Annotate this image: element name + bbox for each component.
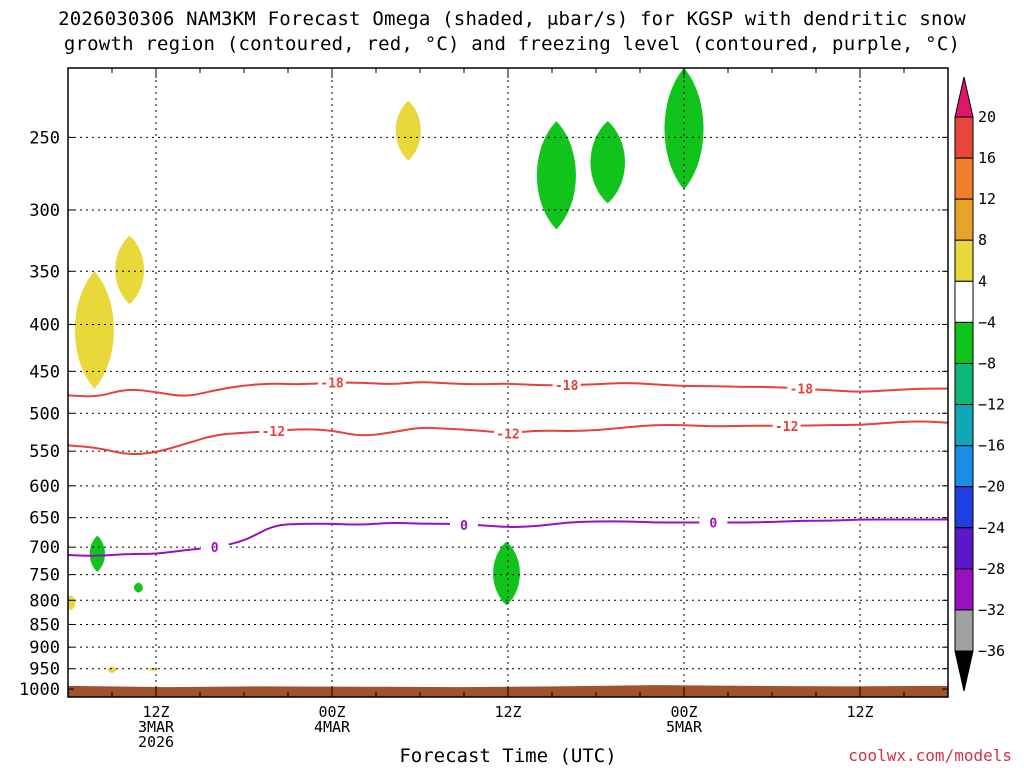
colorbar-swatch-3 — [954, 198, 974, 241]
colorbar-swatch-8 — [954, 404, 974, 447]
colorbar-label-13: −32 — [978, 601, 1005, 619]
colorbar-swatch-11 — [954, 527, 974, 570]
colorbar-swatch-2 — [954, 157, 974, 200]
y-tick-label-250: 250 — [29, 128, 60, 148]
grid-layer — [68, 68, 948, 697]
colorbar-label-11: −24 — [978, 519, 1005, 537]
colorbar-label-14: −36 — [978, 642, 1005, 660]
omega-region-11 — [590, 121, 625, 204]
colorbar-label-8: −12 — [978, 396, 1005, 414]
contour--18 — [68, 381, 948, 398]
y-tick-label-500: 500 — [29, 404, 60, 424]
y-tick-label-650: 650 — [29, 509, 60, 529]
omega-region-10 — [536, 121, 576, 230]
colorbar-label-1: 20 — [978, 108, 996, 126]
contour-label--18-2: -18 — [555, 379, 579, 394]
contour-label-0-2: 0 — [460, 519, 468, 534]
colorbar-swatch-13 — [954, 609, 974, 652]
contour-label--12-3: -12 — [775, 420, 798, 435]
colorbar: 20 16 12 8 4 −4 −8 −12 −16 −20 −24 −28 −32 −36 — [954, 76, 1005, 692]
contour-label-bg--12-2 — [494, 425, 522, 442]
colorbar-label-4: 8 — [978, 231, 987, 249]
omega-region-8 — [133, 582, 143, 593]
chart-title-line2: growth region (contoured, red, °C) and f… — [63, 33, 961, 55]
y-tick-label-450: 450 — [29, 362, 60, 382]
y-tick-label-900: 900 — [29, 638, 60, 658]
x-tick-label-12-3: 2026 — [138, 733, 174, 751]
x-tick-label-48-2: 5MAR — [666, 718, 703, 736]
contour-label-bg-0-2 — [450, 516, 478, 533]
omega-region-4 — [107, 666, 117, 673]
colorbar-swatch-12 — [954, 568, 974, 611]
contour-label-0-3: 0 — [709, 517, 717, 532]
y-tick-label-750: 750 — [29, 566, 60, 586]
axes-layer: 250 300 350 400 450 500 550 600 650 700 750 800 850 9… — [19, 67, 949, 751]
omega-region-5 — [148, 667, 158, 671]
omega-region-1 — [68, 595, 76, 611]
colorbar-swatch-1 — [954, 116, 974, 159]
contour-label-bg--18-2 — [552, 377, 581, 394]
contour-label-bg-0-3 — [699, 514, 728, 531]
contour-label-bg--12-1 — [259, 423, 288, 440]
omega-region-2 — [74, 271, 114, 389]
colorbar-swatch-6 — [954, 321, 974, 364]
colorbar-label-2: 16 — [978, 149, 996, 167]
omega-region-9 — [493, 541, 520, 606]
contour-label-bg--12-3 — [772, 417, 801, 434]
contour-label-bg-0-1 — [200, 539, 229, 556]
colorbar-label-9: −16 — [978, 437, 1005, 455]
colorbar-label-10: −20 — [978, 478, 1005, 496]
y-tick-label-800: 800 — [29, 591, 60, 611]
y-tick-label-600: 600 — [29, 477, 60, 497]
contour-label--18-3: -18 — [790, 383, 814, 398]
y-tick-label-850: 850 — [29, 615, 60, 635]
colorbar-label-7: −8 — [978, 354, 996, 372]
colorbar-bottom-arrow — [954, 650, 974, 692]
omega-shading-layer — [68, 68, 704, 673]
contour-label--12-2: -12 — [496, 427, 519, 442]
x-tick-label-60-1: 12Z — [846, 703, 873, 721]
omega-region-3 — [115, 235, 144, 305]
colorbar-label-6: −4 — [978, 313, 996, 331]
contour-label--12-1: -12 — [262, 425, 285, 440]
y-tick-label-550: 550 — [29, 442, 60, 462]
contour-0 — [68, 518, 948, 557]
credit-text: coolwx.com/models — [848, 746, 1012, 765]
x-axis-label: Forecast Time (UTC) — [399, 745, 617, 767]
x-tick-label-12-1: 12Z — [142, 703, 169, 721]
colorbar-swatch-5 — [954, 280, 974, 323]
colorbar-label-5: 4 — [978, 272, 987, 290]
contour-label-bg--18-3 — [787, 380, 816, 397]
x-tick-label-36-1: 12Z — [494, 703, 521, 721]
omega-region-6 — [395, 100, 421, 161]
colorbar-swatch-9 — [954, 445, 974, 488]
colorbar-swatch-4 — [954, 239, 974, 282]
y-tick-label-350: 350 — [29, 262, 60, 282]
omega-region-7 — [89, 535, 105, 572]
contour-layer: -18 -18 -18 -12 -12 -12 0 0 0 — [68, 374, 948, 557]
x-tick-label-12-2: 3MAR — [138, 718, 175, 736]
y-tick-label-950: 950 — [29, 660, 60, 680]
colorbar-label-12: −28 — [978, 560, 1005, 578]
y-tick-label-700: 700 — [29, 538, 60, 558]
x-tick-label-24-2: 4MAR — [314, 718, 351, 736]
x-tick-label-48-1: 00Z — [670, 703, 697, 721]
y-tick-label-300: 300 — [29, 201, 60, 221]
contour-label-0-1: 0 — [211, 541, 219, 556]
colorbar-label-3: 12 — [978, 190, 996, 208]
contour-label--18-1: -18 — [320, 377, 344, 392]
colorbar-swatch-7 — [954, 362, 974, 406]
y-tick-label-400: 400 — [29, 315, 60, 335]
y-tick-label-1000: 1000 — [19, 680, 60, 700]
colorbar-top-arrow — [954, 76, 974, 118]
x-tick-label-24-1: 00Z — [318, 703, 345, 721]
contour-label-bg--18-1 — [318, 374, 346, 391]
chart-title-line1: 2026030306 NAM3KM Forecast Omega (shaded… — [58, 8, 966, 30]
colorbar-swatch-10 — [954, 486, 974, 529]
